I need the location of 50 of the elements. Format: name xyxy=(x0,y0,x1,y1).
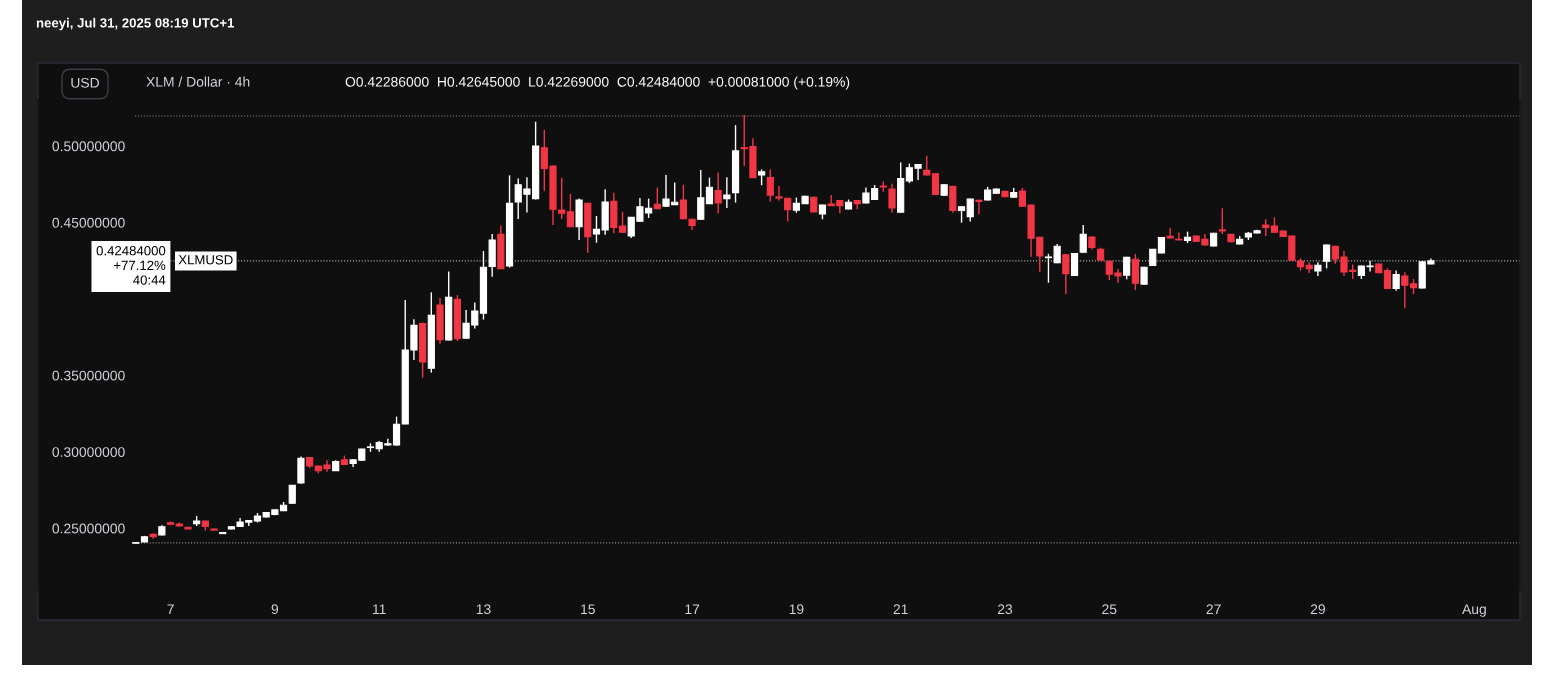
candlestick xyxy=(931,172,940,196)
x-tick-label: 29 xyxy=(1310,604,1325,615)
chart-title: XLM / Dollar · 4h xyxy=(146,76,250,87)
text: USD xyxy=(71,77,99,88)
candlestick xyxy=(1218,207,1226,235)
annotation: +77.12% xyxy=(113,260,166,270)
candlestick xyxy=(1079,224,1087,254)
candlestick xyxy=(923,154,931,177)
x-tick-label: 25 xyxy=(1102,604,1117,615)
y-tick-label: 0.50000000 xyxy=(52,141,125,152)
candlestick xyxy=(766,168,774,203)
candlestick xyxy=(723,176,731,209)
candlestick xyxy=(705,176,714,205)
candlestick xyxy=(975,199,983,215)
candlestick xyxy=(888,182,896,214)
candlestick xyxy=(1070,253,1079,276)
candlestick xyxy=(679,184,687,220)
x-tick-label: 9 xyxy=(271,604,279,615)
annotation: 0.42484000 xyxy=(96,246,166,256)
x-tick-label: 13 xyxy=(476,604,491,615)
candlestick xyxy=(714,171,722,214)
candlestick xyxy=(1383,267,1392,290)
candlestick xyxy=(1131,253,1139,291)
candlestick xyxy=(697,169,705,221)
candlestick xyxy=(288,484,296,505)
annotation: 40:44 xyxy=(133,275,166,285)
x-tick-label: 19 xyxy=(789,604,804,615)
candlestick xyxy=(1166,226,1174,240)
candlestick xyxy=(966,197,974,223)
x-tick-label: Aug xyxy=(1462,604,1486,617)
x-tick-label: 11 xyxy=(373,604,386,614)
chart-subtitle: O0.42286000 H0.42645000 L0.42269000 C0.42484000 +0.00081000 (+0.19%) xyxy=(345,76,850,90)
candlestick xyxy=(1323,243,1331,270)
y-tick-label: 0.35000000 xyxy=(52,370,125,381)
y-tick-label: 0.25000000 xyxy=(52,523,125,534)
x-tick-label: 17 xyxy=(685,604,700,614)
candlestick xyxy=(566,193,574,229)
y-tick-label: 0.45000000 xyxy=(52,217,125,228)
text: neeyi, Jul 31, 2025 08:19 UTC+1 xyxy=(36,17,235,31)
x-tick-label: 7 xyxy=(167,604,174,614)
candlestick xyxy=(1175,231,1183,242)
candlestick xyxy=(1062,253,1070,295)
candlestick xyxy=(1392,269,1400,292)
y-tick-label: 0.30000000 xyxy=(52,447,125,457)
x-tick-label: 21 xyxy=(893,604,908,614)
ref-line-label: XLMUSD xyxy=(178,255,233,265)
x-tick-label: 23 xyxy=(997,604,1013,615)
x-tick-label: 15 xyxy=(581,604,595,615)
x-tick-label: 27 xyxy=(1206,604,1221,614)
candlestick xyxy=(949,185,957,214)
